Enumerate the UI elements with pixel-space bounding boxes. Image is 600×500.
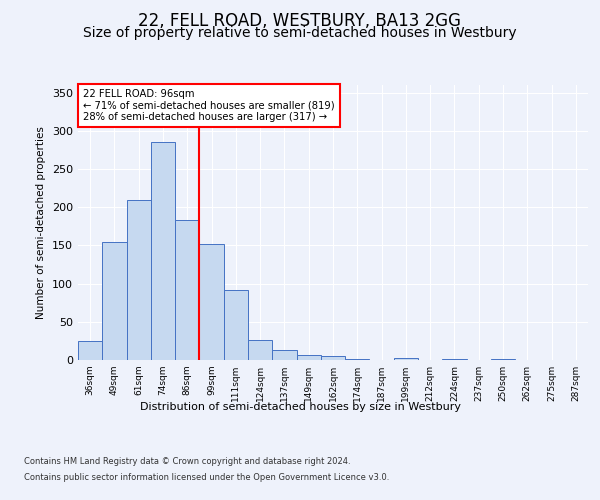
Bar <box>442 359 467 360</box>
Text: Size of property relative to semi-detached houses in Westbury: Size of property relative to semi-detach… <box>83 26 517 40</box>
Text: 22 FELL ROAD: 96sqm
← 71% of semi-detached houses are smaller (819)
28% of semi-: 22 FELL ROAD: 96sqm ← 71% of semi-detach… <box>83 89 335 122</box>
Text: 22, FELL ROAD, WESTBURY, BA13 2GG: 22, FELL ROAD, WESTBURY, BA13 2GG <box>139 12 461 30</box>
Y-axis label: Number of semi-detached properties: Number of semi-detached properties <box>37 126 46 319</box>
Bar <box>491 359 515 360</box>
Text: Contains HM Land Registry data © Crown copyright and database right 2024.: Contains HM Land Registry data © Crown c… <box>24 458 350 466</box>
Bar <box>248 340 272 360</box>
Bar <box>102 242 127 360</box>
Text: Distribution of semi-detached houses by size in Westbury: Distribution of semi-detached houses by … <box>139 402 461 412</box>
Bar <box>224 290 248 360</box>
Bar <box>127 200 151 360</box>
Bar <box>78 341 102 360</box>
Bar <box>151 142 175 360</box>
Bar <box>345 359 370 360</box>
Bar <box>199 244 224 360</box>
Bar <box>272 350 296 360</box>
Bar <box>175 220 199 360</box>
Bar <box>296 356 321 360</box>
Text: Contains public sector information licensed under the Open Government Licence v3: Contains public sector information licen… <box>24 472 389 482</box>
Bar <box>394 358 418 360</box>
Bar <box>321 356 345 360</box>
